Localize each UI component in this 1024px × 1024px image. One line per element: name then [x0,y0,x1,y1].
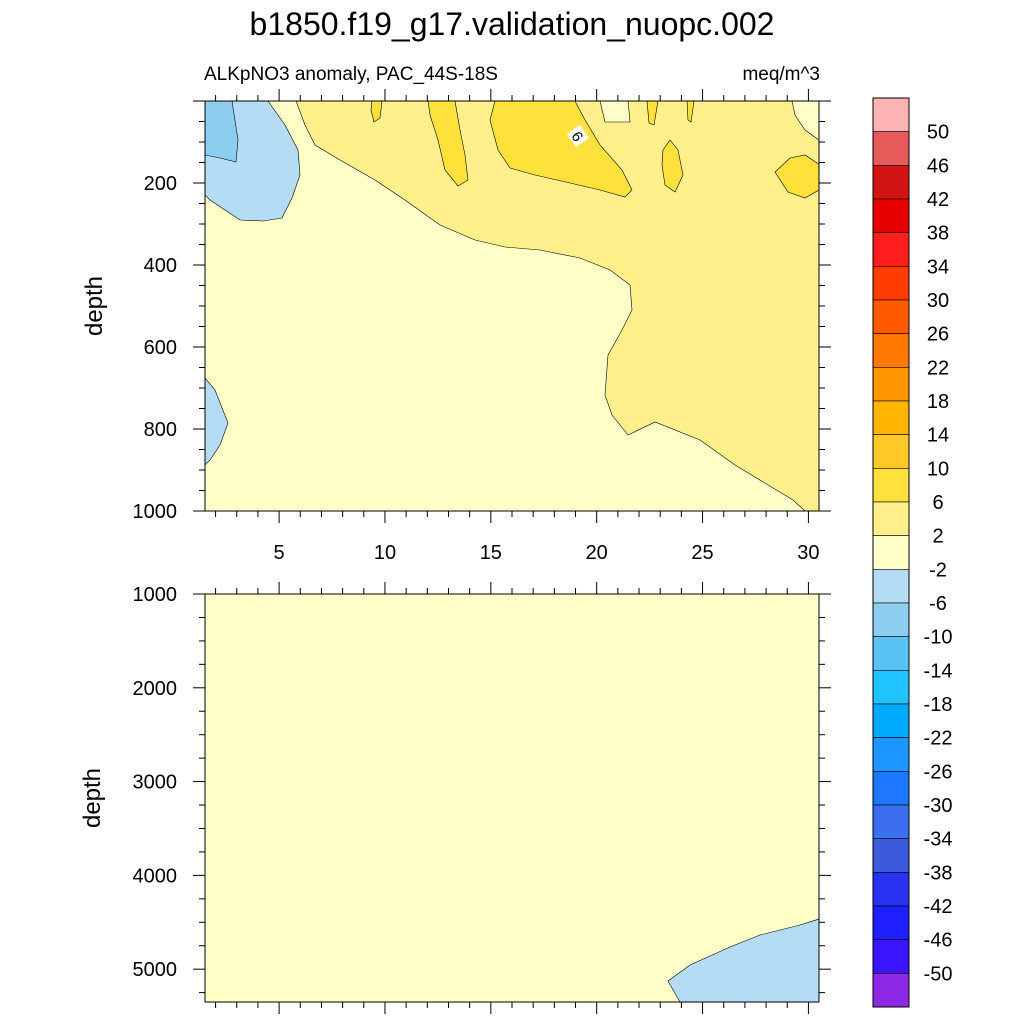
lower-y-tick-label: 2000 [133,678,178,700]
contour-label: 6 [566,124,590,148]
colorbar-label: -14 [924,660,953,682]
lower-y-axis-label: depth [79,768,106,828]
upper-x-tick-label: 5 [274,542,285,564]
colorbar-label: 42 [927,189,949,211]
colorbar-label: -10 [924,627,953,649]
upper-y-axis-label: depth [81,276,108,336]
colorbar-swatch [872,501,910,536]
colorbar-swatch [872,131,910,166]
colorbar-swatch [872,232,910,267]
colorbar-label: -46 [924,930,953,952]
upper-x-tick-label: 10 [374,542,396,564]
colorbar-swatch [872,973,910,1008]
colorbar-label: 14 [927,425,949,447]
colorbar-swatch [872,872,910,907]
colorbar-swatch [872,198,910,233]
colorbar-frame [872,97,910,1008]
colorbar-swatch [872,838,910,873]
upper-x-tick-label: 20 [586,542,608,564]
upper-region-positive-2-6 [295,101,819,511]
colorbar-label: -6 [929,593,947,615]
upper-x-tick-label: 25 [691,542,713,564]
colorbar-swatch [872,737,910,772]
colorbar-swatch [872,400,910,435]
colorbar-label: 50 [927,122,949,144]
colorbar-label: 46 [927,155,949,177]
upper-region-positive-6-10 [489,101,633,198]
upper-region-positive-6-10-thin [661,139,684,193]
colorbar: 50 46 42 38 34 30 26 22 18 14 10 6 2 -2 -6 -10 -14 -18 -22… [872,97,953,1008]
colorbar-label: -26 [924,761,953,783]
upper-region-positive-6-10-small [427,101,469,187]
colorbar-label: 34 [927,256,949,278]
colorbar-label: 22 [927,357,949,379]
colorbar-label: -42 [924,896,953,918]
subtitle-left: ALKpNO3 anomaly, PAC_44S-18S [204,64,498,85]
colorbar-swatch [872,535,910,570]
colorbar-label: 26 [927,324,949,346]
colorbar-swatch [872,771,910,806]
colorbar-label: -38 [924,862,953,884]
colorbar-swatch [872,299,910,334]
colorbar-label: 30 [927,290,949,312]
colorbar-label: -30 [924,795,953,817]
lower-y-tick-label: 4000 [133,865,178,887]
figure-title: b1850.f19_g17.validation_nuopc.002 [250,6,775,42]
lower-axis-ticks: 1000 2000 3000 4000 5000 [133,582,831,1014]
colorbar-swatch [872,602,910,637]
colorbar-label: 2 [932,526,943,548]
colorbar-label: 38 [927,223,949,245]
colorbar-label: -18 [924,694,953,716]
colorbar-swatch [872,939,910,974]
lower-region-negative-2-6 [667,918,819,1002]
colorbar-label: -34 [924,829,953,851]
lower-y-tick-label: 3000 [133,772,178,794]
colorbar-label: 10 [927,458,949,480]
colorbar-swatch [872,703,910,738]
upper-x-tick-label: 15 [480,542,502,564]
colorbar-swatch [872,97,910,132]
lower-y-tick-label: 5000 [133,959,178,981]
upper-axis-ticks: 5 10 15 20 25 30 200 400 600 800 1000 [133,89,831,564]
colorbar-swatch [872,636,910,671]
lower-region-near-zero [205,594,819,1002]
subtitle-units: meq/m^3 [742,64,820,85]
colorbar-swatch [872,670,910,705]
upper-y-tick-label: 600 [144,337,177,359]
colorbar-label: -50 [924,963,953,985]
colorbar-swatch [872,367,910,402]
upper-y-tick-label: 400 [144,255,177,277]
colorbar-label: 6 [932,492,943,514]
upper-y-tick-label: 1000 [133,501,178,523]
colorbar-swatch [872,434,910,469]
upper-region-negative-deep [205,377,229,466]
colorbar-swatch [872,165,910,200]
colorbar-label: -22 [924,728,953,750]
upper-region-negative-6-10 [205,101,239,163]
upper-y-tick-label: 200 [144,173,177,195]
colorbar-label: -2 [929,559,947,581]
lower-panel: 1000 2000 3000 4000 5000 depth [79,582,831,1014]
colorbar-swatch [872,569,910,604]
colorbar-swatch [872,333,910,368]
lower-y-tick-label: 1000 [133,584,178,606]
upper-y-tick-label: 800 [144,419,177,441]
colorbar-label: 18 [927,391,949,413]
colorbar-swatch [872,905,910,940]
colorbar-swatch [872,804,910,839]
upper-x-tick-label: 30 [797,542,819,564]
upper-region-positive-6-10-east [774,154,819,199]
colorbar-swatch [872,468,910,503]
upper-panel: 6 5 10 15 20 25 30 200 400 600 800 1000 depth [81,89,831,564]
colorbar-swatch [872,266,910,301]
